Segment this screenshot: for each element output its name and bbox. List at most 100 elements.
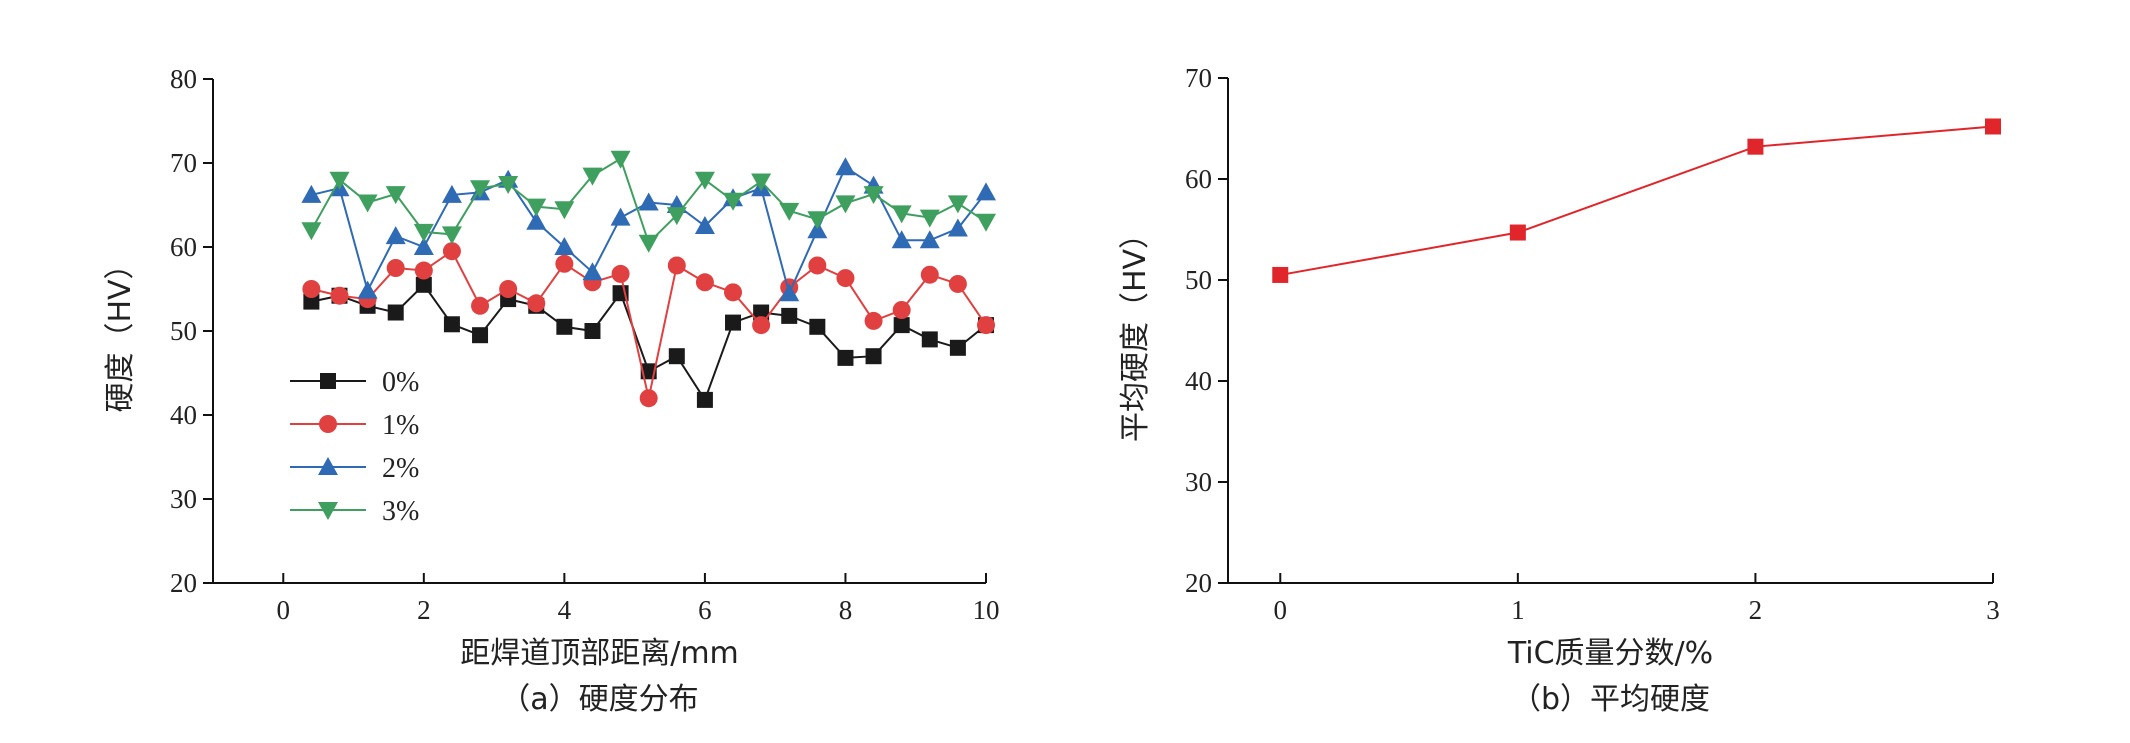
data-point bbox=[301, 222, 322, 241]
series-0pct bbox=[303, 276, 994, 408]
series-3pct bbox=[301, 150, 996, 253]
y-tick-label: 30 bbox=[170, 484, 197, 514]
data-point bbox=[781, 307, 798, 324]
data-point bbox=[555, 254, 574, 273]
y-tick-label: 70 bbox=[1185, 63, 1212, 93]
series-average bbox=[1272, 118, 2001, 283]
series-line bbox=[1280, 125, 1994, 276]
data-point bbox=[863, 186, 884, 205]
data-point bbox=[807, 211, 828, 230]
x-tick-label: 0 bbox=[277, 595, 291, 625]
data-point bbox=[499, 280, 518, 298]
data-point bbox=[357, 194, 378, 213]
y-tick-label: 80 bbox=[170, 64, 197, 94]
y-tick-label: 40 bbox=[1185, 366, 1212, 396]
data-point bbox=[751, 173, 772, 192]
data-point bbox=[527, 294, 546, 313]
data-point bbox=[976, 213, 996, 232]
y-tick-label: 30 bbox=[1185, 467, 1212, 497]
data-point bbox=[949, 339, 966, 356]
data-point bbox=[694, 216, 715, 234]
data-point bbox=[443, 316, 460, 333]
data-point bbox=[554, 201, 575, 220]
series-line bbox=[311, 165, 987, 297]
data-point bbox=[865, 348, 882, 365]
data-point bbox=[977, 316, 995, 335]
data-point bbox=[723, 192, 744, 211]
data-point bbox=[947, 218, 968, 237]
legend-label: 1% bbox=[382, 410, 419, 441]
x-tick-label: 2 bbox=[1749, 595, 1763, 625]
data-point bbox=[415, 276, 432, 293]
data-point bbox=[893, 317, 910, 334]
data-point bbox=[526, 211, 547, 230]
data-point bbox=[1509, 224, 1526, 241]
data-point bbox=[694, 171, 715, 190]
data-point bbox=[303, 293, 320, 310]
x-tick-label: 6 bbox=[698, 595, 712, 625]
data-point bbox=[301, 184, 322, 203]
y-tick-label: 70 bbox=[170, 148, 197, 178]
data-point bbox=[385, 186, 406, 205]
x-tick-label: 1 bbox=[1511, 595, 1525, 625]
data-point bbox=[752, 316, 771, 335]
data-point bbox=[472, 327, 489, 344]
data-point bbox=[835, 195, 856, 214]
data-point bbox=[725, 314, 742, 331]
data-point bbox=[330, 286, 349, 305]
data-point bbox=[470, 180, 491, 199]
x-tick-label: 4 bbox=[558, 595, 572, 625]
data-point bbox=[413, 237, 434, 255]
data-point bbox=[385, 226, 406, 245]
chart-caption: （a）硬度分布 bbox=[500, 682, 698, 717]
data-point bbox=[441, 226, 462, 245]
y-tick-label: 60 bbox=[1185, 164, 1212, 194]
x-tick-label: 8 bbox=[839, 595, 853, 625]
data-point bbox=[386, 259, 405, 277]
chart-a-hardness-distribution: 20 30 40 50 60 70 80 0 2 4 6 8 10 距焊道顶部距离/mm 硬度（HV） （a）… bbox=[103, 64, 1000, 717]
data-point bbox=[1272, 266, 1289, 283]
data-point bbox=[668, 348, 685, 365]
x-tick-label: 0 bbox=[1274, 595, 1288, 625]
data-point bbox=[779, 202, 800, 221]
data-point bbox=[639, 389, 658, 408]
data-point bbox=[498, 176, 519, 194]
data-point bbox=[471, 296, 490, 315]
legend-marker bbox=[318, 457, 338, 475]
data-point bbox=[836, 269, 855, 288]
data-point bbox=[779, 283, 800, 302]
data-point bbox=[753, 304, 770, 321]
data-point bbox=[638, 192, 659, 211]
x-tick-label: 10 bbox=[973, 595, 1000, 625]
y-axis-title: 硬度（HV） bbox=[103, 249, 138, 412]
data-point bbox=[582, 167, 603, 186]
data-point bbox=[696, 391, 713, 408]
data-point bbox=[584, 323, 601, 339]
y-tick-label: 40 bbox=[170, 400, 197, 430]
data-point bbox=[919, 230, 940, 249]
x-tick-label: 2 bbox=[417, 595, 431, 625]
data-point bbox=[526, 198, 547, 217]
data-point bbox=[638, 234, 659, 253]
data-point bbox=[1747, 138, 1764, 155]
legend-label: 3% bbox=[382, 496, 419, 527]
data-point bbox=[695, 273, 714, 292]
data-point bbox=[357, 280, 378, 299]
series-2pct bbox=[301, 157, 996, 302]
y-tick-label: 50 bbox=[170, 316, 197, 346]
data-point bbox=[835, 157, 856, 176]
legend-label: 2% bbox=[382, 453, 419, 484]
y-tick-label: 20 bbox=[170, 568, 197, 598]
series-1pct bbox=[302, 242, 995, 408]
data-point bbox=[329, 171, 350, 190]
x-axis-title: 距焊道顶部距离/mm bbox=[460, 636, 739, 671]
x-axis-title: TiC质量分数/% bbox=[1507, 636, 1713, 671]
legend-marker bbox=[320, 373, 336, 389]
data-point bbox=[724, 283, 743, 302]
data-point bbox=[387, 304, 404, 321]
data-point bbox=[413, 223, 434, 242]
data-point bbox=[610, 207, 631, 226]
data-point bbox=[837, 349, 854, 366]
data-point bbox=[1985, 118, 2001, 135]
